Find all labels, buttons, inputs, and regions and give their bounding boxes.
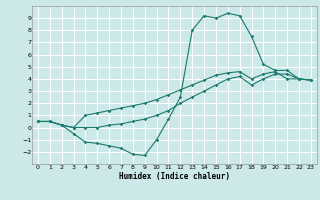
X-axis label: Humidex (Indice chaleur): Humidex (Indice chaleur) [119, 172, 230, 181]
